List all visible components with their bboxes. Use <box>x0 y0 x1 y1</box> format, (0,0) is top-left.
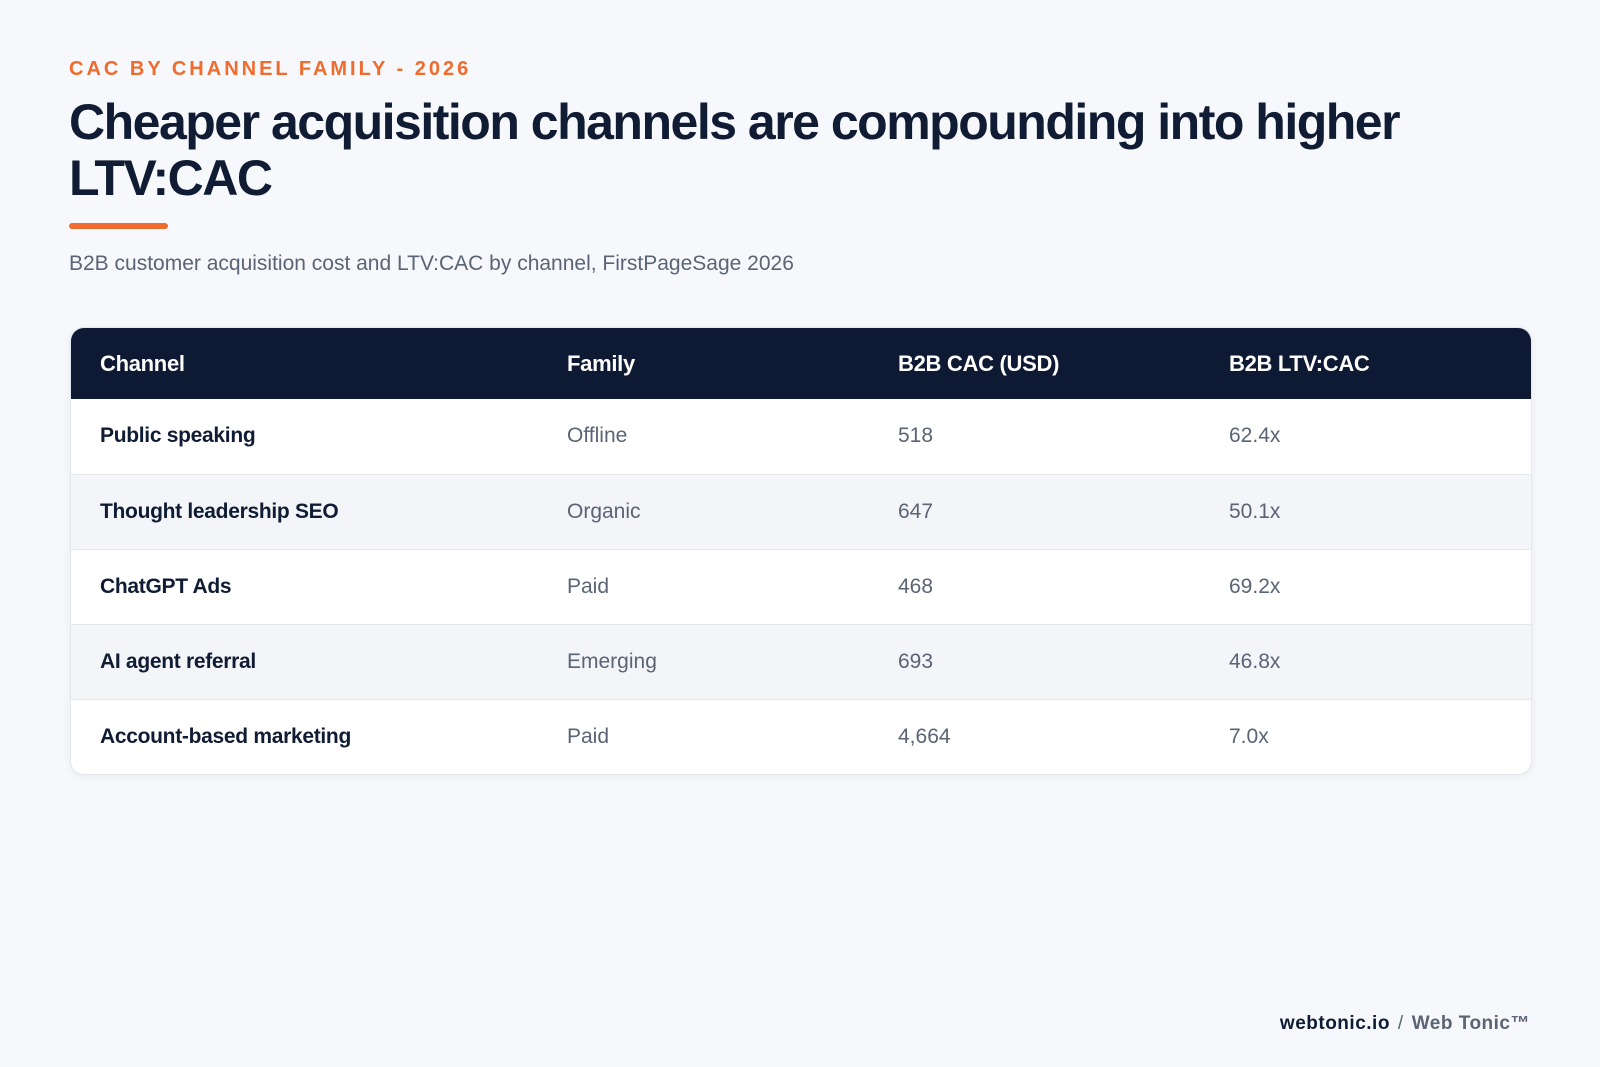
family-cell: Emerging <box>567 649 657 673</box>
channel-cell: ChatGPT Ads <box>100 574 232 598</box>
column-header-channel: Channel <box>100 350 185 376</box>
channel-cell: AI agent referral <box>100 649 256 673</box>
chart-kicker: CAC BY CHANNEL FAMILY - 2026 <box>69 58 472 80</box>
cac-cell: 647 <box>898 499 934 523</box>
table-header-row: Channel Family B2B CAC (USD) B2B LTV:CAC <box>71 328 1531 399</box>
footer-brand: Web Tonic™ <box>1411 1013 1530 1034</box>
channel-cell: Thought leadership SEO <box>100 499 339 523</box>
family-cell: Organic <box>567 499 641 523</box>
chart-title: Cheaper acquisition channels are compoun… <box>69 94 1401 206</box>
table-row: AI agent referral Emerging 693 46.8x <box>71 624 1531 699</box>
footer-credit: webtonic.io / Web Tonic™ <box>1280 1013 1530 1035</box>
ltv-cac-cell: 46.8x <box>1229 649 1281 673</box>
family-cell: Paid <box>567 724 610 748</box>
table-row: Thought leadership SEO Organic 647 50.1x <box>71 474 1531 549</box>
data-table-card: Channel Family B2B CAC (USD) B2B LTV:CAC… <box>70 327 1532 775</box>
cac-cell: 518 <box>898 424 934 448</box>
cac-cell: 693 <box>898 649 934 673</box>
ltv-cac-cell: 50.1x <box>1229 499 1281 523</box>
column-header-ltv-cac: B2B LTV:CAC <box>1229 350 1370 376</box>
channel-cell: Public speaking <box>100 424 256 448</box>
ltv-cac-cell: 7.0x <box>1229 724 1269 748</box>
footer-site: webtonic.io <box>1279 1013 1390 1034</box>
family-cell: Offline <box>567 424 628 448</box>
column-header-family: Family <box>567 350 635 376</box>
table-row: Account-based marketing Paid 4,664 7.0x <box>71 699 1531 774</box>
footer-separator: / <box>1397 1013 1404 1034</box>
cac-cell: 468 <box>898 574 934 598</box>
table-row: ChatGPT Ads Paid 468 69.2x <box>71 549 1531 624</box>
data-table: Channel Family B2B CAC (USD) B2B LTV:CAC… <box>71 328 1531 774</box>
column-header-cac: B2B CAC (USD) <box>898 350 1060 376</box>
chart-subtitle: B2B customer acquisition cost and LTV:CA… <box>69 252 794 275</box>
title-underline <box>69 223 168 229</box>
cac-cell: 4,664 <box>898 724 951 748</box>
family-cell: Paid <box>567 574 610 598</box>
ltv-cac-cell: 62.4x <box>1229 424 1281 448</box>
ltv-cac-cell: 69.2x <box>1229 574 1281 598</box>
channel-cell: Account-based marketing <box>100 724 351 748</box>
table-row: Public speaking Offline 518 62.4x <box>71 399 1531 474</box>
